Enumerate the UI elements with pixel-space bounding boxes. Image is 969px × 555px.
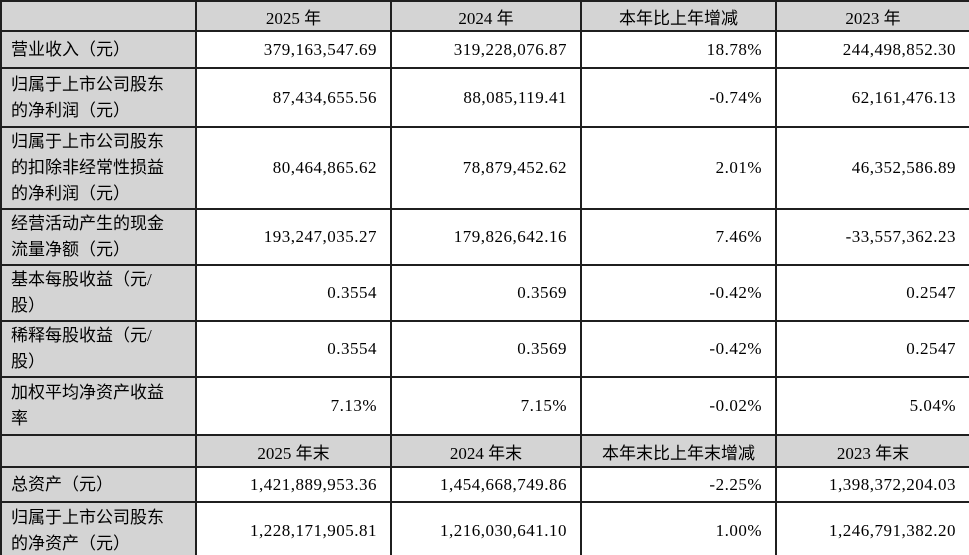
row-label: 归属于上市公司股东 的净利润（元） [0, 67, 197, 128]
cell-2025: 0.3554 [195, 264, 392, 322]
row-label: 归属于上市公司股东 的净资产（元） [0, 501, 197, 555]
cell-2023: 46,352,586.89 [775, 126, 969, 210]
cell-yoy: -0.02% [580, 376, 777, 436]
row-label: 稀释每股收益（元/ 股） [0, 320, 197, 378]
cell-2024: 1,454,668,749.86 [390, 466, 582, 503]
table-row-revenue: 营业收入（元） 379,163,547.69 319,228,076.87 18… [0, 30, 969, 69]
cell-2023: 5.04% [775, 376, 969, 436]
column-header-yoy-change: 本年比上年增减 [580, 0, 777, 32]
cell-2025: 1,421,889,953.36 [195, 466, 392, 503]
cell-2023: -33,557,362.23 [775, 208, 969, 266]
table-row-total-assets: 总资产（元） 1,421,889,953.36 1,454,668,749.86… [0, 466, 969, 503]
row-label: 总资产（元） [0, 466, 197, 503]
cell-yoy: -0.74% [580, 67, 777, 128]
cell-2023: 1,246,791,382.20 [775, 501, 969, 555]
cell-2025: 193,247,035.27 [195, 208, 392, 266]
cell-2024: 88,085,119.41 [390, 67, 582, 128]
column-header-2023: 2023 年 [775, 0, 969, 32]
cell-2025: 379,163,547.69 [195, 30, 392, 69]
row-label: 营业收入（元） [0, 30, 197, 69]
cell-2025: 80,464,865.62 [195, 126, 392, 210]
table-row-net-profit: 归属于上市公司股东 的净利润（元） 87,434,655.56 88,085,1… [0, 67, 969, 128]
cell-yoy: -2.25% [580, 466, 777, 503]
cell-2024: 319,228,076.87 [390, 30, 582, 69]
cell-2024: 78,879,452.62 [390, 126, 582, 210]
cell-yoy: 2.01% [580, 126, 777, 210]
cell-2024: 179,826,642.16 [390, 208, 582, 266]
cell-2024: 0.3569 [390, 264, 582, 322]
annual-header-row: 2025 年 2024 年 本年比上年增减 2023 年 [0, 0, 969, 32]
cell-2025: 7.13% [195, 376, 392, 436]
cell-2025: 0.3554 [195, 320, 392, 378]
table-row-weighted-avg-roe: 加权平均净资产收益 率 7.13% 7.15% -0.02% 5.04% [0, 376, 969, 436]
column-header-2024-end: 2024 年末 [390, 434, 582, 468]
table-row-net-assets: 归属于上市公司股东 的净资产（元） 1,228,171,905.81 1,216… [0, 501, 969, 555]
row-label: 经营活动产生的现金 流量净额（元） [0, 208, 197, 266]
column-header-end-yoy-change: 本年末比上年末增减 [580, 434, 777, 468]
row-label: 基本每股收益（元/ 股） [0, 264, 197, 322]
table-row-diluted-eps: 稀释每股收益（元/ 股） 0.3554 0.3569 -0.42% 0.2547 [0, 320, 969, 378]
cell-2024: 7.15% [390, 376, 582, 436]
cell-yoy: 18.78% [580, 30, 777, 69]
corner-cell [0, 0, 197, 32]
cell-2025: 1,228,171,905.81 [195, 501, 392, 555]
table-row-operating-cash-flow: 经营活动产生的现金 流量净额（元） 193,247,035.27 179,826… [0, 208, 969, 266]
table-row-net-profit-excl-nonrecurring: 归属于上市公司股东 的扣除非经常性损益 的净利润（元） 80,464,865.6… [0, 126, 969, 210]
column-header-2024: 2024 年 [390, 0, 582, 32]
cell-2024: 1,216,030,641.10 [390, 501, 582, 555]
cell-2023: 244,498,852.30 [775, 30, 969, 69]
table-row-basic-eps: 基本每股收益（元/ 股） 0.3554 0.3569 -0.42% 0.2547 [0, 264, 969, 322]
cell-2023: 0.2547 [775, 320, 969, 378]
cell-yoy: 7.46% [580, 208, 777, 266]
cell-yoy: -0.42% [580, 264, 777, 322]
row-label: 归属于上市公司股东 的扣除非经常性损益 的净利润（元） [0, 126, 197, 210]
column-header-2025: 2025 年 [195, 0, 392, 32]
cell-yoy: 1.00% [580, 501, 777, 555]
cell-2023: 0.2547 [775, 264, 969, 322]
cell-2023: 62,161,476.13 [775, 67, 969, 128]
corner-cell [0, 434, 197, 468]
column-header-2023-end: 2023 年末 [775, 434, 969, 468]
cell-2025: 87,434,655.56 [195, 67, 392, 128]
cell-yoy: -0.42% [580, 320, 777, 378]
cell-2024: 0.3569 [390, 320, 582, 378]
cell-2023: 1,398,372,204.03 [775, 466, 969, 503]
row-label: 加权平均净资产收益 率 [0, 376, 197, 436]
period-end-header-row: 2025 年末 2024 年末 本年末比上年末增减 2023 年末 [0, 434, 969, 468]
column-header-2025-end: 2025 年末 [195, 434, 392, 468]
